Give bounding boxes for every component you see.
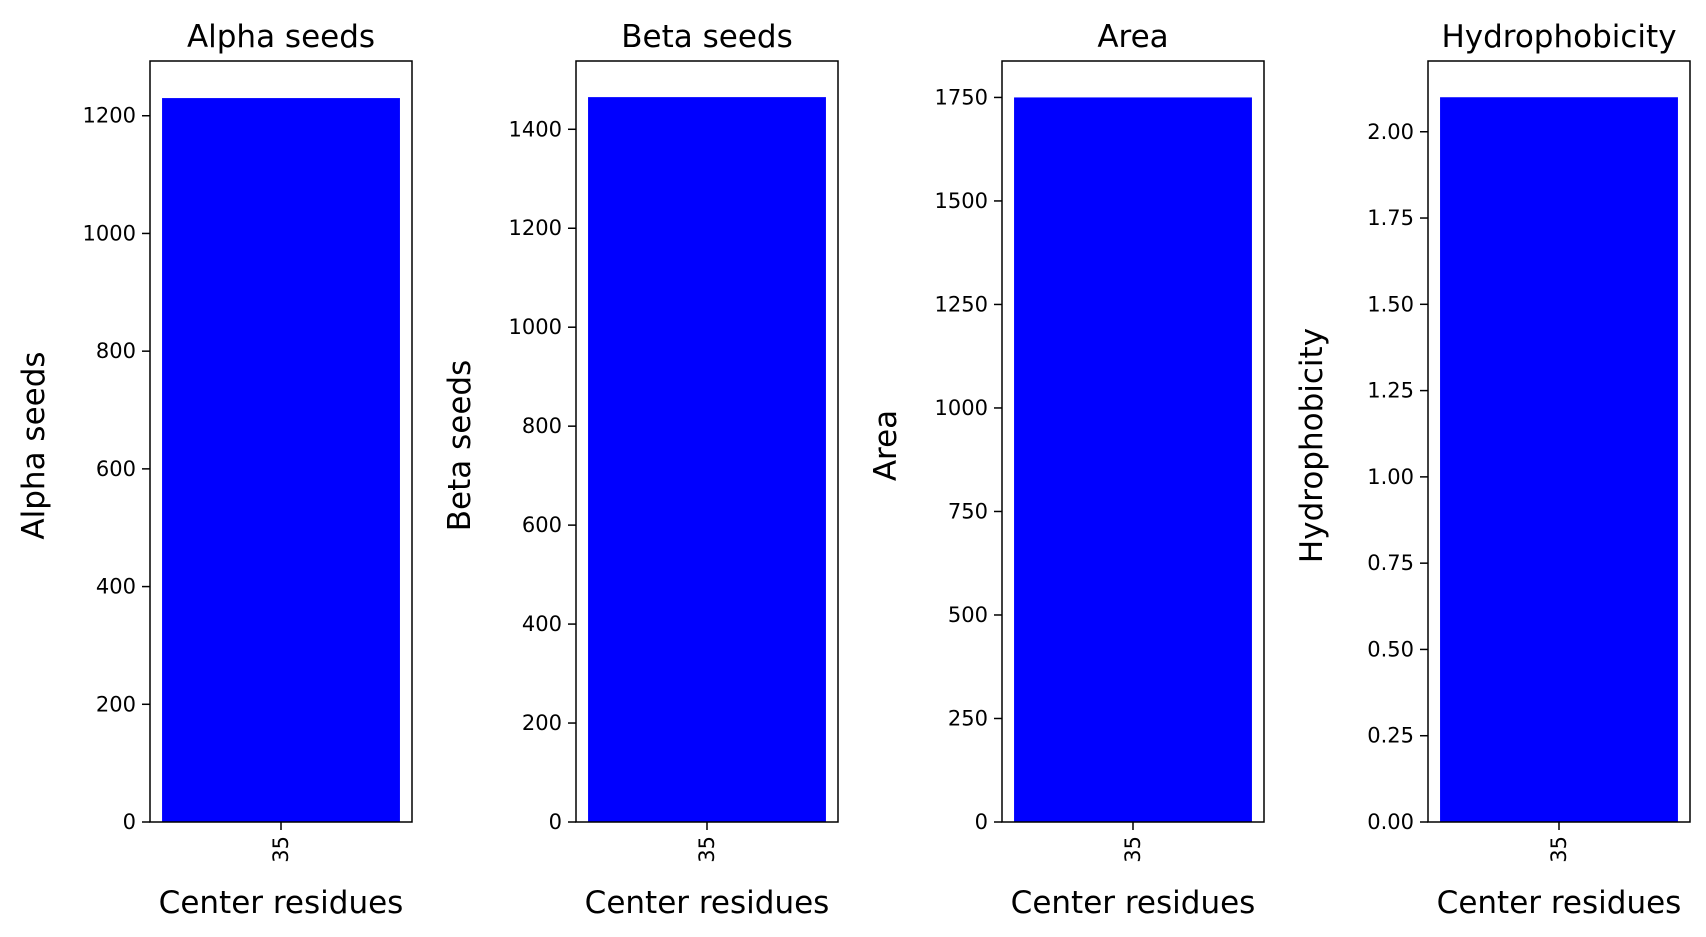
plot-frame <box>575 60 839 823</box>
x-axis-label: Center residues <box>1437 885 1682 921</box>
chart-panel-1: 35 0 200 400 600 800 1000 1200 Alpha seeds Center… <box>16 19 413 921</box>
y-tick-label: 0 <box>975 810 988 834</box>
y-tick-label: 0 <box>549 810 562 834</box>
x-tick-label: 35 <box>269 836 293 863</box>
y-tick-label: 0.50 <box>1367 637 1414 661</box>
y-tick-label: 200 <box>96 692 136 716</box>
y-tick-label: 0.25 <box>1367 724 1414 748</box>
y-tick-label: 1200 <box>509 216 562 240</box>
y-axis-label: Hydrophobicity <box>1294 328 1330 563</box>
y-axis-label: Area <box>868 410 904 481</box>
y-tick-label: 1200 <box>83 104 136 128</box>
y-tick-label: 800 <box>96 339 136 363</box>
y-tick-label: 1.25 <box>1367 379 1414 403</box>
chart-title: Hydrophobicity <box>1441 19 1676 55</box>
y-tick-label: 1000 <box>935 396 988 420</box>
y-tick-label: 0.00 <box>1367 810 1414 834</box>
y-tick-label: 1000 <box>83 221 136 245</box>
x-tick-label: 35 <box>695 836 719 863</box>
x-axis-label: Center residues <box>585 885 830 921</box>
y-tick-label: 0.75 <box>1367 551 1414 575</box>
y-tick-label: 2.00 <box>1367 120 1414 144</box>
y-tick-label: 200 <box>522 711 562 735</box>
plot-frame <box>1427 60 1691 823</box>
y-tick-label: 1250 <box>935 292 988 316</box>
y-tick-label: 1750 <box>935 85 988 109</box>
x-tick-label: 35 <box>1547 836 1571 863</box>
x-axis-label: Center residues <box>159 885 404 921</box>
y-tick-label: 1.75 <box>1367 206 1414 230</box>
y-tick-label: 1000 <box>509 315 562 339</box>
y-tick-label: 1.50 <box>1367 292 1414 316</box>
y-axis-label: Alpha seeds <box>16 351 52 539</box>
y-tick-label: 0 <box>123 810 136 834</box>
chart-title: Alpha seeds <box>187 19 375 55</box>
plot-frame <box>1001 60 1265 823</box>
bar-35 <box>1440 97 1678 822</box>
x-tick-label: 35 <box>1121 836 1145 863</box>
plot-frame <box>149 60 413 823</box>
chart-title: Area <box>1097 19 1168 55</box>
y-tick-label: 600 <box>522 513 562 537</box>
chart-title: Beta seeds <box>621 19 792 55</box>
y-tick-label: 250 <box>948 706 988 730</box>
y-tick-label: 1.00 <box>1367 465 1414 489</box>
chart-panel-2: 35 0 200 400 600 800 1000 1200 1400 Beta seeds Cen… <box>442 19 839 921</box>
y-tick-label: 750 <box>948 499 988 523</box>
y-tick-label: 400 <box>522 612 562 636</box>
y-tick-label: 1500 <box>935 189 988 213</box>
y-tick-label: 600 <box>96 457 136 481</box>
chart-panel-4: 35 0.00 0.25 0.50 0.75 1.00 1.25 1.50 1.75 2.00 Hy… <box>1294 19 1691 921</box>
chart-panel-3: 35 0 250 500 750 1000 1250 1500 1750 Area Center r… <box>868 19 1265 921</box>
bar-35 <box>1014 97 1252 823</box>
y-tick-label: 500 <box>948 603 988 627</box>
y-tick-label: 800 <box>522 414 562 438</box>
bar-35 <box>162 98 400 823</box>
y-tick-label: 1400 <box>509 117 562 141</box>
y-axis-label: Beta seeds <box>442 360 478 531</box>
y-tick-label: 400 <box>96 575 136 599</box>
bar-35 <box>588 97 826 822</box>
x-axis-label: Center residues <box>1011 885 1256 921</box>
